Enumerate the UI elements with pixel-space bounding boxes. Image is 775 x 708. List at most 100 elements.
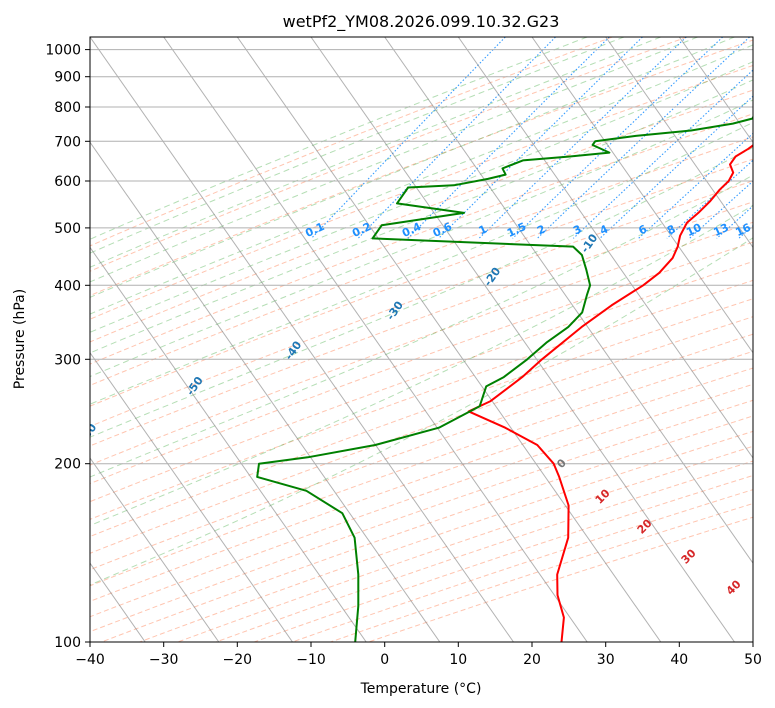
isotherm [0, 37, 72, 642]
isotherm-label: -50 [184, 374, 206, 398]
mixing-ratio-line [310, 37, 506, 239]
x-tick-label: 20 [523, 652, 541, 668]
x-tick-label: −10 [296, 652, 326, 668]
dry-adiabat [90, 333, 753, 571]
moist-adiabat [90, 44, 753, 315]
isotherm [90, 141, 441, 642]
dry-adiabat [90, 221, 753, 466]
isotherm [605, 37, 753, 249]
mixing-ratio-line [407, 37, 610, 239]
dry-adiabat [90, 89, 753, 343]
dry-adiabat [90, 279, 753, 520]
y-tick-label: 300 [54, 352, 81, 368]
moist-adiabat-label: 20 [635, 516, 655, 536]
background-lines [0, 37, 775, 642]
mixing-ratio-label: 16 [734, 221, 754, 239]
dry-adiabat [101, 415, 753, 642]
dry-adiabat [90, 298, 753, 538]
mixing-ratio-line [763, 37, 775, 238]
x-tick-label: −20 [223, 652, 253, 668]
x-axis-label: Temperature (°C) [360, 681, 482, 697]
y-tick-label: 800 [54, 100, 81, 116]
y-tick-label: 400 [54, 278, 81, 294]
y-axis-label: Pressure (hPa) [12, 289, 28, 389]
dry-adiabat [90, 113, 753, 365]
isotherm [531, 37, 753, 354]
isotherm [163, 37, 588, 642]
x-tick-label: 0 [380, 652, 389, 668]
moist-adiabat [90, 37, 735, 298]
x-tick-label: 50 [744, 652, 762, 668]
isotherm [457, 37, 753, 459]
y-tick-label: 100 [54, 635, 81, 651]
mixing-ratio-line [478, 37, 687, 239]
mixing-ratio-line [438, 37, 643, 239]
moist-adiabat [90, 204, 753, 527]
isotherm [90, 457, 220, 642]
pressure-grid [90, 49, 753, 642]
dry-adiabat [90, 180, 753, 427]
isotherm [236, 37, 662, 642]
mixing-ratio-line [638, 132, 753, 239]
dry-adiabat [90, 399, 753, 633]
dry-adiabat [254, 474, 753, 642]
isotherm [752, 37, 753, 38]
moist-adiabat [90, 37, 588, 240]
dry-adiabat [139, 430, 753, 642]
x-tick-label: 10 [449, 652, 467, 668]
y-tick-label: 600 [54, 174, 81, 190]
dry-adiabat [90, 136, 753, 386]
moist-adiabat [90, 99, 753, 378]
moist-adiabat-label: 30 [679, 546, 699, 566]
moist-adiabat [90, 37, 698, 283]
temperature-profile [467, 144, 753, 642]
dry-adiabat [90, 39, 753, 297]
dry-adiabat [90, 37, 613, 247]
y-tick-label: 900 [54, 70, 81, 86]
dry-adiabat [90, 350, 753, 587]
moist-adiabat [90, 121, 753, 405]
moist-adiabat-label: 10 [593, 486, 613, 506]
profile-series [256, 114, 753, 642]
y-tick-label: 700 [54, 134, 81, 150]
y-axis-ticks: 1000 900 800 700 600 500 400 300 200 100 [45, 43, 90, 651]
moist-adiabat [90, 79, 753, 354]
plot-frame [89, 36, 754, 643]
moist-adiabat [90, 174, 753, 478]
mixing-ratio-label: 10 [684, 221, 704, 239]
dry-adiabat [368, 516, 753, 642]
mixing-ratio-line [572, 69, 753, 239]
dry-adiabat [90, 37, 688, 272]
dry-adiabat [90, 158, 753, 407]
mixing-ratio-line [599, 95, 753, 239]
isotherm-label: -60 [77, 421, 99, 445]
dry-adiabat [90, 64, 753, 320]
isotherm [384, 37, 753, 565]
y-tick-label: 200 [54, 457, 81, 473]
dry-adiabat [90, 241, 753, 485]
mixing-ratio-line [536, 37, 750, 239]
moist-adiabat [90, 61, 753, 333]
line-labels: 0.10.20.40.611.52346810131620253036-100-… [77, 220, 754, 598]
moist-adiabat [90, 237, 753, 586]
moist-adiabat [90, 37, 625, 254]
y-tick-label: 500 [54, 221, 81, 237]
isotherm [678, 37, 753, 144]
x-tick-label: 30 [597, 652, 615, 668]
x-tick-label: −30 [149, 652, 179, 668]
dry-adiabat [90, 201, 753, 447]
dry-adiabat [90, 367, 753, 602]
moist-adiabat [90, 37, 661, 268]
isotherm [310, 37, 735, 642]
x-tick-label: 40 [670, 652, 688, 668]
chart-title: wetPf2_YM08.2026.099.10.32.G23 [283, 12, 560, 32]
x-tick-label: −40 [75, 652, 105, 668]
x-axis-ticks: −40 −30 −20 −10 0 10 20 30 40 50 [75, 642, 762, 668]
isotherm [90, 246, 367, 642]
mixing-ratio-label: 13 [711, 221, 730, 239]
dewpoint-profile [256, 114, 753, 642]
mixing-ratio-label: 0.2 [350, 220, 373, 240]
dry-adiabat [90, 260, 753, 503]
mixing-ratio-line [357, 37, 556, 239]
